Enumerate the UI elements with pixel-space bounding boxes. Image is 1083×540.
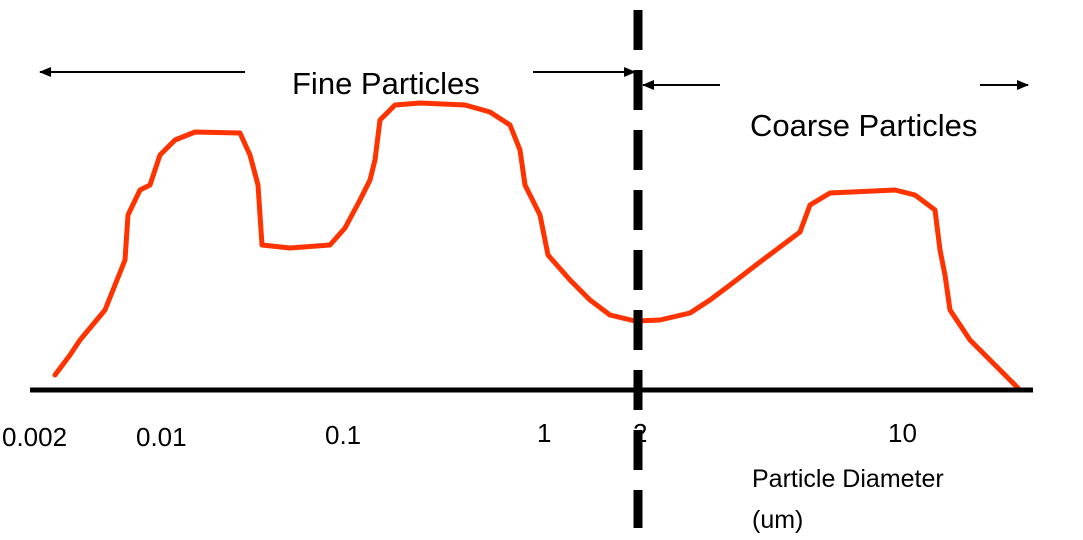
fine-label: Fine Particles — [292, 66, 480, 101]
coarse-label: Coarse Particles — [750, 108, 977, 143]
tick-label: 10 — [888, 418, 917, 448]
tick-label: 0.002 — [2, 422, 67, 452]
axis-title: (um) — [752, 506, 803, 534]
distribution-curve — [52, 100, 1021, 391]
tick-label: 0.1 — [325, 420, 361, 450]
tick-label: 0.01 — [136, 422, 187, 452]
tick-label: 1 — [537, 418, 551, 448]
axis-title: Particle Diameter — [752, 465, 944, 493]
tick-label: 2 — [633, 418, 647, 448]
